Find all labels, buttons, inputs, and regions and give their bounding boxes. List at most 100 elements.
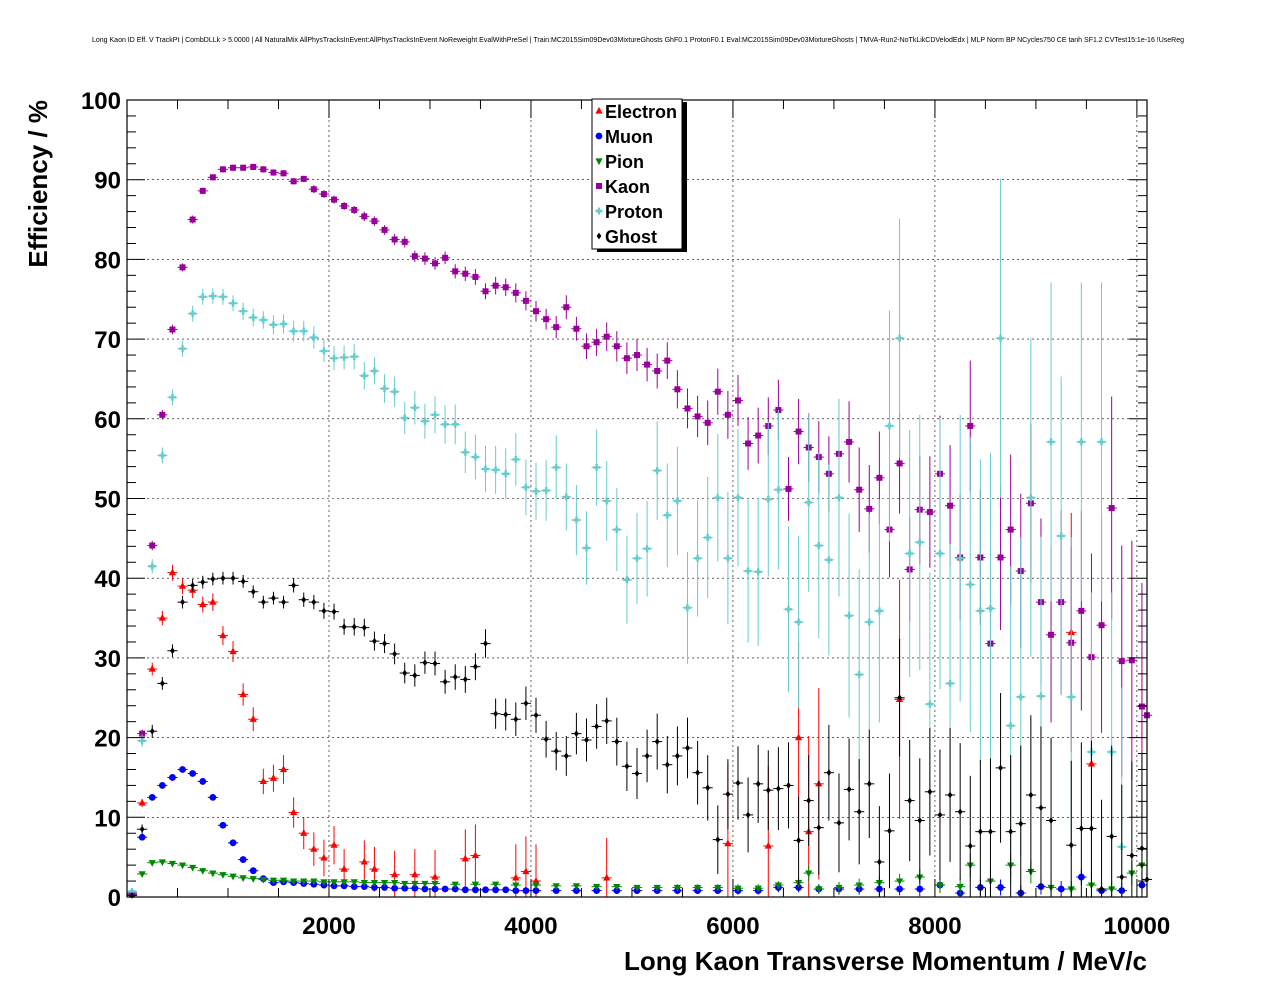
proton-point xyxy=(471,453,479,461)
ghost-point xyxy=(947,791,953,799)
muon-point xyxy=(138,833,146,841)
ghost-point xyxy=(634,770,640,777)
kaon-point xyxy=(755,432,762,439)
kaon-point xyxy=(856,486,863,493)
proton-point xyxy=(663,511,671,519)
muon-point xyxy=(401,884,409,892)
kaon-point xyxy=(452,268,459,275)
ghost-point xyxy=(170,647,175,655)
ghost-point xyxy=(866,780,872,788)
ghost-point xyxy=(806,797,812,804)
muon-point xyxy=(502,886,510,894)
electron-point xyxy=(724,839,732,847)
proton-point xyxy=(603,497,611,505)
proton-point xyxy=(310,334,318,342)
kaon-point xyxy=(603,333,610,340)
pion-point xyxy=(936,882,944,890)
pion-point xyxy=(290,878,298,886)
kaon-point xyxy=(280,170,287,177)
electron-point xyxy=(249,715,257,722)
kaon-point xyxy=(502,284,509,291)
ghost-point xyxy=(695,769,700,777)
kaon-point xyxy=(1098,622,1105,629)
proton-point xyxy=(370,367,378,375)
kaon-point xyxy=(512,289,519,296)
ghost-point xyxy=(745,811,751,819)
x-tick-label: 8000 xyxy=(908,913,961,940)
pion-point xyxy=(895,878,904,886)
ghost-point xyxy=(281,598,286,606)
ghost-point xyxy=(230,574,236,582)
kaon-point xyxy=(341,203,348,210)
proton-point xyxy=(512,455,520,463)
ghost-point xyxy=(907,797,913,804)
muon-point xyxy=(169,774,176,781)
proton-point xyxy=(421,417,429,425)
pion-point xyxy=(310,878,318,886)
series-ghost xyxy=(127,571,1153,899)
pion-point xyxy=(350,879,358,886)
muon-point xyxy=(239,856,247,863)
ghost-point xyxy=(372,637,377,645)
proton-point xyxy=(976,607,984,615)
electron-point xyxy=(199,600,207,608)
kaon-point xyxy=(522,297,529,304)
electron-point xyxy=(391,870,399,878)
electron-point xyxy=(431,872,439,880)
kaon-point xyxy=(896,460,903,467)
proton-point xyxy=(219,293,227,301)
ghost-point xyxy=(190,581,196,589)
ghost-point xyxy=(533,711,539,719)
pion-point xyxy=(209,870,217,878)
proton-point xyxy=(683,604,691,612)
ghost-point xyxy=(927,788,933,796)
ghost-point xyxy=(200,578,206,586)
proton-point xyxy=(734,494,742,502)
proton-point xyxy=(653,467,661,475)
ghost-point xyxy=(432,660,438,667)
kaon-point xyxy=(997,554,1004,561)
proton-point xyxy=(158,451,166,459)
proton-point xyxy=(411,404,419,412)
proton-point xyxy=(189,310,197,318)
kaon-point xyxy=(734,397,741,404)
proton-point xyxy=(694,554,702,562)
ghost-point xyxy=(836,819,842,827)
electron-point xyxy=(148,664,156,672)
proton-point xyxy=(744,567,752,575)
proton-point xyxy=(795,618,803,626)
proton-point xyxy=(997,334,1005,342)
legend-label-muon: Muon xyxy=(605,127,653,147)
muon-point xyxy=(916,885,924,893)
muon-point xyxy=(411,884,419,892)
ghost-point xyxy=(392,650,398,658)
ghost-point xyxy=(351,623,357,631)
proton-point xyxy=(1047,438,1055,446)
proton-point xyxy=(593,463,601,471)
electron-point xyxy=(794,733,803,741)
proton-point xyxy=(300,327,308,335)
proton-point xyxy=(825,556,833,564)
proton-point xyxy=(259,316,267,324)
pion-point xyxy=(451,881,459,889)
ghost-point xyxy=(473,663,478,671)
kaon-point xyxy=(351,206,358,213)
kaon-point xyxy=(866,505,873,512)
pion-point xyxy=(653,884,661,892)
ghost-point xyxy=(624,762,630,770)
pion-point xyxy=(633,884,641,892)
electron-point xyxy=(290,808,298,816)
muon-point xyxy=(209,793,217,801)
ghost-point xyxy=(1109,833,1115,840)
ghost-point xyxy=(725,790,731,798)
proton-point xyxy=(1027,494,1035,502)
pion-point xyxy=(855,882,863,890)
muon-point xyxy=(350,883,358,891)
ghost-point xyxy=(331,608,337,616)
electron-point xyxy=(532,876,540,884)
ghost-point xyxy=(937,811,943,819)
ghost-point xyxy=(291,581,297,589)
proton-point xyxy=(532,487,540,495)
kaon-point xyxy=(169,326,176,333)
